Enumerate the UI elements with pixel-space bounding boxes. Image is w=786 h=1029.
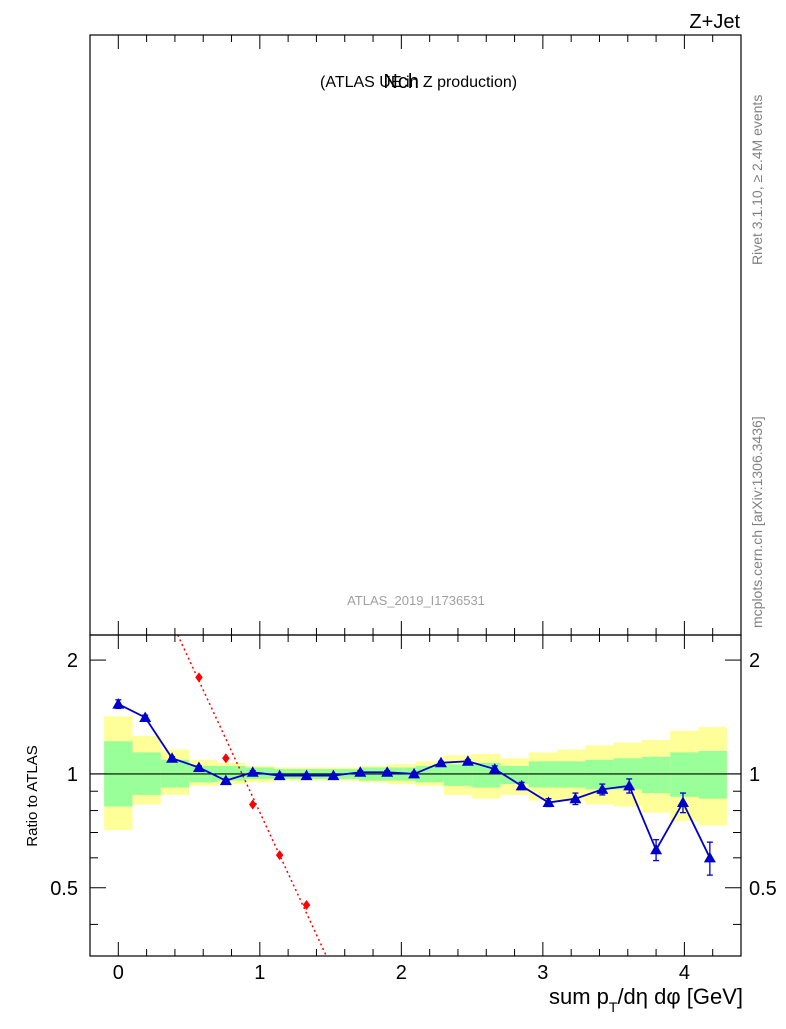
plot-title-main: Nch <box>383 71 419 93</box>
mc-point <box>112 698 125 709</box>
x-axis-label-sub: T <box>609 999 618 1015</box>
mc-point <box>166 752 179 763</box>
mc-point <box>327 769 340 781</box>
inner-band-bin-19 <box>641 756 671 794</box>
mc-point <box>515 779 528 791</box>
series-layer <box>112 635 716 956</box>
inner-band-bin-17 <box>585 759 614 790</box>
mc-point <box>542 796 555 808</box>
ratio-panel-frame <box>89 634 742 957</box>
mc-series <box>112 698 716 876</box>
mc-point <box>596 783 609 794</box>
y-tick-label-left: 0.5 <box>50 878 78 900</box>
mc-point <box>703 851 716 863</box>
y-tick-label-left: 1 <box>67 764 78 786</box>
reference-point <box>249 799 257 810</box>
mc-point <box>246 766 259 777</box>
process-label: Z+Jet <box>689 11 740 33</box>
mc-point <box>354 766 367 777</box>
mc-point <box>650 843 663 855</box>
mc-point <box>408 767 421 779</box>
inner-band-bin-20 <box>670 752 699 797</box>
y-tick-label-right: 2 <box>749 650 760 672</box>
reference-series <box>177 635 328 956</box>
x-axis-label-post: /dη dφ [GeV] <box>617 984 743 1009</box>
mc-point <box>434 756 447 768</box>
reference-point <box>275 850 284 861</box>
x-tick-label: 4 <box>679 962 690 984</box>
x-axis-label-pre: sum p <box>549 984 609 1009</box>
mc-point <box>219 774 232 786</box>
main-panel-ticks <box>89 35 742 635</box>
x-tick-label: 2 <box>396 962 407 984</box>
reference-point <box>222 753 230 764</box>
mc-point <box>461 755 474 766</box>
y-axis-label: Ratio to ATLAS <box>24 745 41 846</box>
mc-point <box>300 769 313 781</box>
mc-point <box>273 769 286 781</box>
inner-band-bin-21 <box>698 750 727 799</box>
source-label: mcplots.cern.ch [arXiv:1306.3436] <box>749 416 765 628</box>
mc-point <box>676 796 689 808</box>
x-axis-label: sum pT/dη dφ [GeV] <box>549 984 743 1015</box>
y-tick-label-right: 1 <box>749 764 760 786</box>
mc-point <box>381 766 394 777</box>
reference-line <box>177 635 328 956</box>
reference-point <box>195 672 203 683</box>
x-tick-label: 1 <box>254 962 265 984</box>
reference-point <box>302 900 311 911</box>
mc-point <box>192 761 205 772</box>
y-tick-label-left: 2 <box>67 650 78 672</box>
mc-point <box>569 792 582 804</box>
x-tick-label: 0 <box>113 962 124 984</box>
mc-point <box>623 779 636 791</box>
inner-band-bin-14 <box>500 765 529 785</box>
tick-labels: 0 1 2 3 4 0.5 0.5 1 1 2 2 <box>50 650 777 984</box>
inner-band-bin-12 <box>443 764 473 786</box>
plot-title-sub: (ATLAS UE in Z production) <box>320 74 517 91</box>
rivet-version-label: Rivet 3.1.10, ≥ 2.4M events <box>749 95 765 265</box>
x-tick-label: 3 <box>537 962 548 984</box>
analysis-id-label: ATLAS_2019_I1736531 <box>347 593 485 608</box>
y-tick-label-right: 0.5 <box>749 878 777 900</box>
mc-point <box>139 711 152 722</box>
mc-point <box>488 763 501 774</box>
ratio-panel-ticks <box>89 635 742 956</box>
